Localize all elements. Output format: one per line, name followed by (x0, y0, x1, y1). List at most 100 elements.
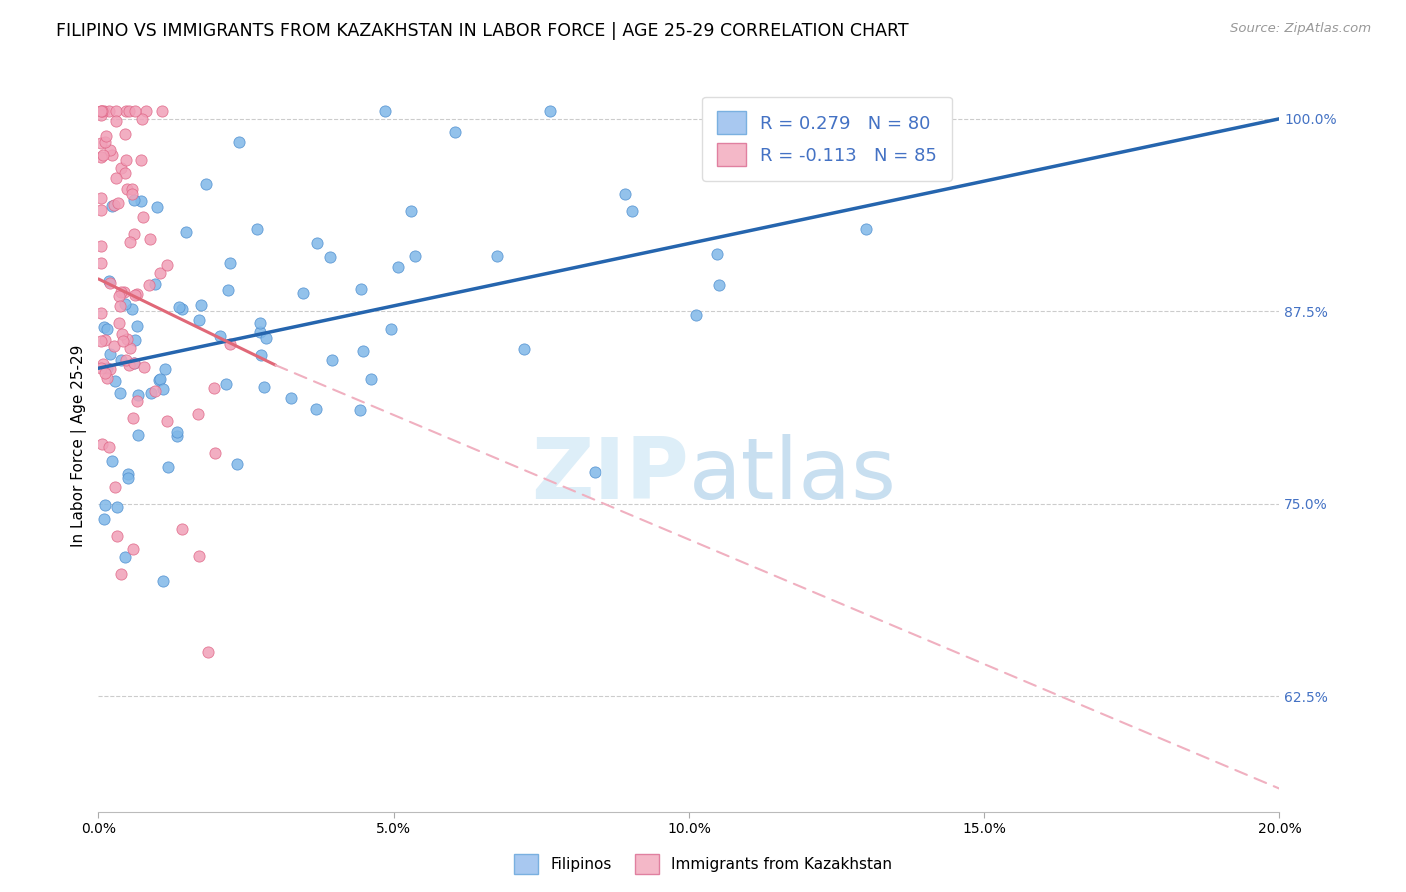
Point (249, 326, 271, 340)
Point (108, 299, 131, 313)
Point (143, 277, 166, 291)
Point (291, 285, 314, 300)
Point (190, 298, 212, 312)
Point (380, 321, 402, 335)
Point (122, 411, 145, 425)
Point (107, 289, 129, 303)
Point (250, 348, 273, 362)
Point (217, 283, 239, 297)
Point (90, 191, 112, 205)
Point (187, 313, 209, 327)
Point (143, 384, 166, 398)
Point (115, 153, 138, 168)
Point (118, 104, 141, 119)
Point (118, 235, 141, 249)
Point (208, 329, 231, 343)
Point (246, 222, 269, 236)
Point (219, 337, 242, 351)
Point (131, 112, 153, 127)
Point (90, 108, 112, 122)
Point (105, 529, 128, 543)
Point (149, 372, 172, 386)
Point (105, 104, 128, 119)
Point (110, 285, 132, 299)
Point (90, 306, 112, 320)
Point (98, 277, 121, 291)
Point (90, 334, 112, 349)
Point (122, 227, 145, 241)
Point (103, 198, 125, 212)
Point (104, 113, 127, 128)
Point (90, 239, 112, 253)
Point (124, 334, 146, 348)
Point (620, 204, 643, 219)
Point (125, 318, 148, 333)
Point (96, 322, 118, 336)
Point (93, 320, 115, 334)
Point (132, 210, 155, 224)
Point (249, 316, 271, 330)
Point (90, 360, 112, 375)
Point (349, 282, 371, 296)
Point (110, 161, 132, 176)
Point (228, 135, 250, 149)
Point (120, 341, 142, 355)
Point (127, 427, 149, 442)
Point (254, 331, 277, 345)
Point (352, 343, 374, 358)
Point (148, 373, 170, 387)
Point (170, 522, 193, 536)
Point (107, 196, 129, 211)
Point (253, 380, 276, 394)
Point (124, 194, 146, 208)
Point (91, 148, 114, 162)
Point (139, 232, 162, 246)
Point (226, 458, 249, 472)
Point (115, 332, 138, 346)
Point (93, 135, 115, 149)
Y-axis label: In Labor Force | Age 25-29: In Labor Force | Age 25-29 (72, 345, 87, 547)
Point (100, 361, 122, 376)
Point (91, 357, 114, 371)
Point (112, 285, 135, 299)
Point (101, 199, 124, 213)
Point (124, 356, 146, 370)
Point (174, 225, 197, 239)
Point (129, 153, 152, 167)
Point (114, 127, 136, 141)
Point (121, 186, 143, 201)
Point (94, 128, 117, 143)
Point (443, 125, 465, 139)
Point (111, 327, 134, 342)
Point (138, 278, 160, 293)
Point (349, 402, 371, 417)
Point (96, 360, 118, 375)
Point (93, 104, 115, 119)
Point (90, 256, 112, 270)
Legend: Filipinos, Immigrants from Kazakhstan: Filipinos, Immigrants from Kazakhstan (508, 848, 898, 880)
Point (90, 104, 112, 119)
Point (149, 266, 172, 280)
Point (187, 407, 209, 421)
Point (90, 437, 112, 451)
Point (197, 645, 219, 659)
Point (374, 104, 396, 119)
Point (685, 308, 707, 322)
Point (152, 383, 174, 397)
Point (103, 338, 125, 352)
Point (98, 347, 121, 361)
Point (583, 465, 606, 479)
Point (135, 104, 157, 119)
Point (93, 512, 115, 526)
Point (118, 358, 141, 372)
Point (101, 148, 124, 162)
Point (90, 150, 112, 164)
Point (166, 425, 188, 440)
Point (117, 471, 139, 485)
Point (105, 500, 128, 514)
Point (93, 498, 115, 512)
Point (219, 256, 242, 270)
Point (98, 144, 121, 158)
Point (153, 361, 176, 376)
Point (110, 566, 132, 581)
